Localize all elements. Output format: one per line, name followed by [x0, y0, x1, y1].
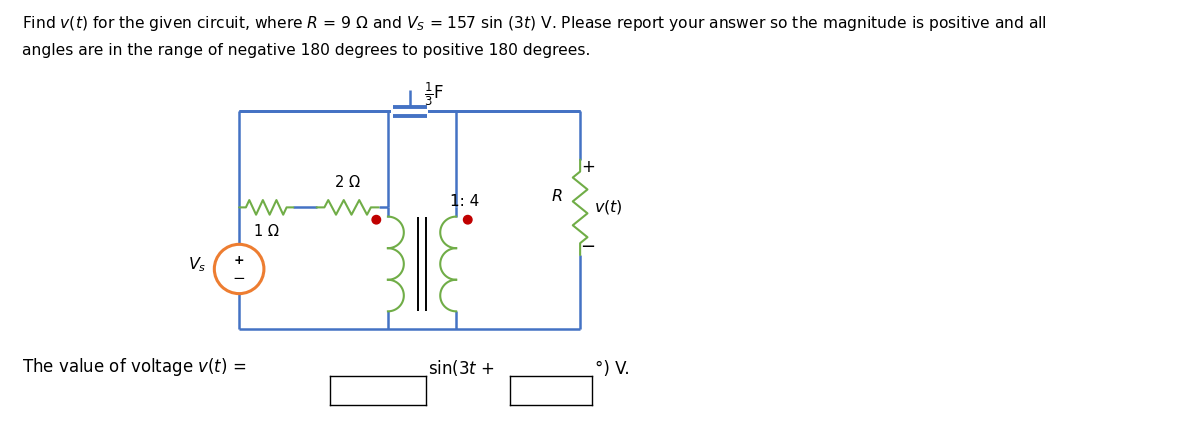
Text: 2 Ω: 2 Ω	[335, 175, 360, 191]
Text: −: −	[581, 238, 595, 257]
Circle shape	[372, 216, 380, 224]
Text: angles are in the range of negative 180 degrees to positive 180 degrees.: angles are in the range of negative 180 …	[22, 43, 590, 58]
Text: +: +	[234, 254, 245, 267]
Text: $v(t)$: $v(t)$	[594, 198, 623, 216]
Text: $\frac{1}{3}$F: $\frac{1}{3}$F	[424, 80, 444, 108]
Text: 1: 4: 1: 4	[450, 194, 479, 209]
Text: °) V.: °) V.	[595, 360, 630, 378]
Circle shape	[463, 216, 472, 224]
Text: +: +	[581, 159, 595, 176]
Text: $V_s$: $V_s$	[188, 256, 206, 274]
Text: sin(3$t$ +: sin(3$t$ +	[428, 358, 496, 378]
Text: Find $v(t)$ for the given circuit, where $R$ = 9 Ω and $V_S$ = 157 sin (3$t$) V.: Find $v(t)$ for the given circuit, where…	[22, 14, 1046, 33]
Text: The value of voltage $v(t)$ =: The value of voltage $v(t)$ =	[22, 356, 246, 378]
Text: −: −	[233, 271, 246, 286]
Text: 1 Ω: 1 Ω	[254, 224, 278, 239]
Text: $R$: $R$	[552, 188, 563, 204]
